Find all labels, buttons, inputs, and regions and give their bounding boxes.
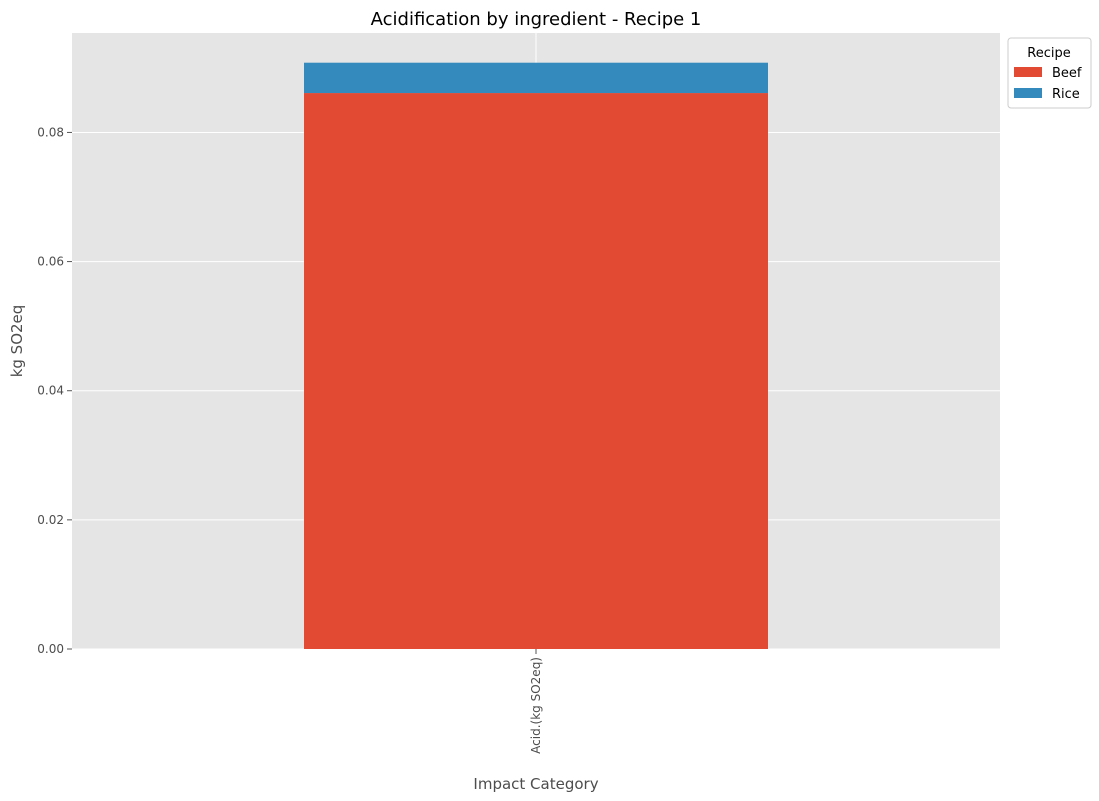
legend-items: Beef Rice: [1014, 66, 1082, 102]
x-axis-label: Impact Category: [473, 775, 598, 793]
bars: [304, 62, 768, 650]
chart-title: Acidification by ingredient - Recipe 1: [371, 9, 702, 30]
bar-rice: [304, 62, 768, 94]
y-tick-label: 0.06: [37, 255, 64, 269]
y-tick-label: 0.00: [37, 642, 64, 656]
legend-swatch-rice: [1014, 88, 1042, 98]
legend-title: Recipe: [1027, 46, 1070, 61]
legend-label-beef: Beef: [1052, 66, 1082, 81]
y-tick-label: 0.08: [37, 125, 64, 139]
x-tick-label: Acid.(kg SO2eq): [529, 657, 543, 754]
legend-swatch-beef: [1014, 67, 1042, 77]
y-axis-label: kg SO2eq: [8, 305, 26, 378]
bar-beef: [304, 93, 768, 650]
x-ticks: Acid.(kg SO2eq): [529, 649, 543, 754]
y-tick-label: 0.04: [37, 384, 64, 398]
y-ticks: 0.00 0.02 0.04 0.06 0.08: [37, 125, 72, 656]
legend: Recipe Beef Rice: [1007, 37, 1092, 109]
y-tick-label: 0.02: [37, 513, 64, 527]
legend-label-rice: Rice: [1052, 87, 1080, 102]
